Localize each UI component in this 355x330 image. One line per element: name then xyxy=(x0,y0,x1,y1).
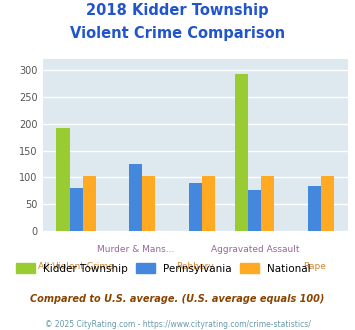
Text: Violent Crime Comparison: Violent Crime Comparison xyxy=(70,26,285,41)
Bar xyxy=(308,186,321,231)
Bar xyxy=(83,176,96,231)
Bar xyxy=(248,190,261,231)
Text: 2018 Kidder Township: 2018 Kidder Township xyxy=(86,3,269,18)
Text: Murder & Mans...: Murder & Mans... xyxy=(97,245,174,254)
Bar xyxy=(70,188,83,231)
Text: Compared to U.S. average. (U.S. average equals 100): Compared to U.S. average. (U.S. average … xyxy=(30,294,325,304)
Text: © 2025 CityRating.com - https://www.cityrating.com/crime-statistics/: © 2025 CityRating.com - https://www.city… xyxy=(45,320,310,329)
Bar xyxy=(235,74,248,231)
Text: All Violent Crime: All Violent Crime xyxy=(38,262,114,271)
Bar xyxy=(321,176,334,231)
Bar xyxy=(261,176,274,231)
Bar xyxy=(189,183,202,231)
Bar xyxy=(142,176,155,231)
Text: Robbery: Robbery xyxy=(176,262,214,271)
Bar xyxy=(129,164,142,231)
Bar xyxy=(56,127,70,231)
Text: Rape: Rape xyxy=(303,262,326,271)
Legend: Kidder Township, Pennsylvania, National: Kidder Township, Pennsylvania, National xyxy=(16,263,311,274)
Bar xyxy=(202,176,215,231)
Text: Aggravated Assault: Aggravated Assault xyxy=(211,245,299,254)
